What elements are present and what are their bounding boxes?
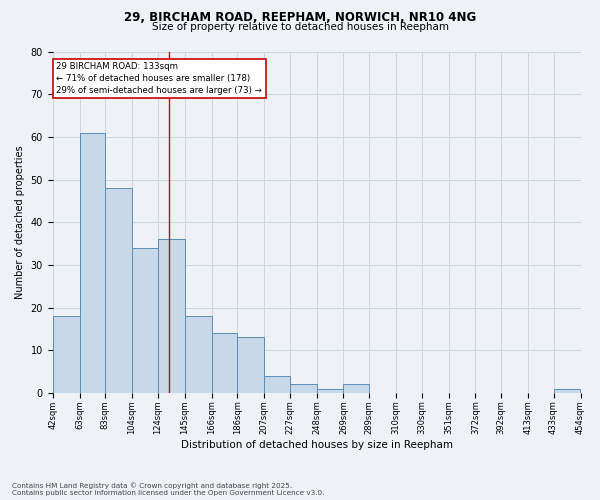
Bar [80,132,105,393]
X-axis label: Distribution of detached houses by size in Reepham: Distribution of detached houses by size … [181,440,452,450]
Bar [53,316,80,393]
Bar [290,384,317,393]
Text: 29, BIRCHAM ROAD, REEPHAM, NORWICH, NR10 4NG: 29, BIRCHAM ROAD, REEPHAM, NORWICH, NR10… [124,11,476,24]
Text: Size of property relative to detached houses in Reepham: Size of property relative to detached ho… [151,22,449,32]
Bar [132,248,158,393]
Bar [317,388,343,393]
Bar [212,333,237,393]
Bar [343,384,369,393]
Bar [264,376,290,393]
Bar [158,240,185,393]
Bar [185,316,212,393]
Bar [105,188,132,393]
Text: 29 BIRCHAM ROAD: 133sqm
← 71% of detached houses are smaller (178)
29% of semi-d: 29 BIRCHAM ROAD: 133sqm ← 71% of detache… [56,62,262,95]
Bar [237,338,264,393]
Y-axis label: Number of detached properties: Number of detached properties [15,146,25,299]
Bar [554,388,580,393]
Text: Contains public sector information licensed under the Open Government Licence v3: Contains public sector information licen… [12,490,325,496]
Text: Contains HM Land Registry data © Crown copyright and database right 2025.: Contains HM Land Registry data © Crown c… [12,482,292,489]
